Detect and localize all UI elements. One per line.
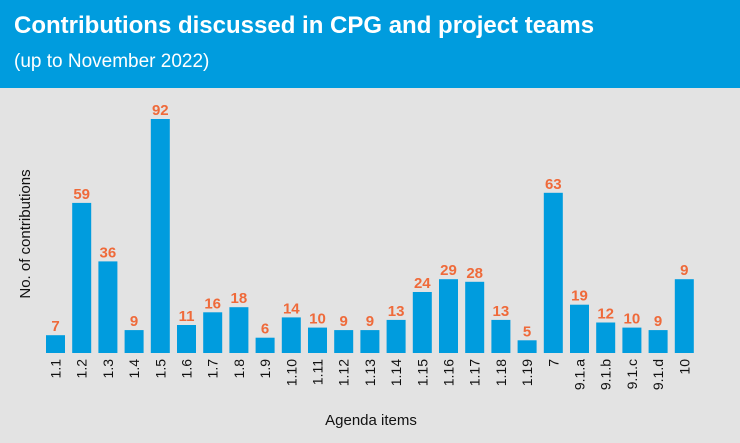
value-label-1.15: 24 [414,275,431,292]
value-labels-group: 7 59 36 9 92 11 16 18 6 14 10 9 9 13 24 29 28 13 5 63 19 12 10… [51,102,688,340]
value-label-9.1.c: 10 [624,311,641,328]
x-tick-1.9: 1.9 [257,359,273,379]
bar-1.18 [491,319,511,353]
bar-1.13 [360,330,380,353]
value-label-9.1.d: 9 [654,313,662,330]
bar-1.9 [255,337,275,353]
x-tick-1.7: 1.7 [205,359,221,379]
bar-1.8 [229,307,249,353]
bar-1.14 [386,319,406,353]
x-tick-1.17: 1.17 [467,359,483,386]
bar-chart: 7 59 36 9 92 11 16 18 6 14 10 9 9 13 24 29 28 13 5 63 19 12 10… [17,102,694,429]
y-axis-label: No. of contributions [17,169,34,298]
bar-1.6 [177,325,196,353]
x-tick-1.10: 1.10 [283,359,299,386]
x-tick-9.1.a: 9.1.a [572,359,588,390]
x-tick-9.1.d: 9.1.d [650,359,666,390]
value-label-1.17: 28 [466,265,483,282]
x-tick-labels-group: 1.1 1.2 1.3 1.4 1.5 1.6 1.7 1.8 1.9 1.10 1.11 1.12 1… [48,359,693,390]
x-tick-1.19: 1.19 [519,359,535,386]
bar-1.10 [281,317,301,353]
value-label-1.3: 36 [100,244,117,261]
chart-title: Contributions discussed in CPG and proje… [14,12,595,39]
value-label-1.8: 18 [231,290,248,307]
x-tick-1.4: 1.4 [126,359,142,379]
x-tick-9.1.c: 9.1.c [624,359,640,389]
x-tick-1.8: 1.8 [231,359,247,379]
value-label-1.6: 11 [179,308,195,325]
x-tick-1.18: 1.18 [493,359,509,386]
bar-1.17 [465,281,485,353]
bar-9.1.a [570,304,589,353]
value-label-1.4: 9 [130,313,138,330]
x-tick-1.13: 1.13 [362,359,378,386]
value-label-1.11: 10 [309,311,326,328]
value-label-1.14: 13 [388,303,405,320]
bar-1.12 [334,330,354,353]
value-label-1.19: 5 [523,323,531,340]
value-label-1.13: 9 [366,313,374,330]
value-label-1.10: 14 [283,300,300,317]
value-label-1.9: 6 [261,321,269,338]
x-tick-1.16: 1.16 [441,359,457,386]
chart-header: Contributions discussed in CPG and proje… [0,0,740,88]
value-label-1.2: 59 [73,186,90,203]
bars-group [46,119,694,353]
x-tick-1.11: 1.11 [310,359,326,385]
value-label-1.7: 16 [204,295,221,312]
value-label-1.1: 7 [51,318,59,335]
x-axis-label: Agenda items [325,412,417,429]
value-label-9.1.a: 19 [571,288,588,305]
bar-7 [543,192,563,353]
bar-9.1.d [648,330,668,353]
x-tick-1.3: 1.3 [100,359,116,379]
value-label-1.18: 13 [493,303,510,320]
value-label-10: 9 [680,262,688,279]
x-tick-1.14: 1.14 [388,359,404,386]
value-label-9.1.b: 12 [597,306,614,323]
bar-1.5 [150,119,170,353]
bar-1.7 [203,312,223,353]
value-label-7: 63 [545,176,562,193]
bar-1.16 [439,279,458,353]
bar-1.2 [72,202,92,353]
x-tick-1.2: 1.2 [74,359,90,379]
x-tick-7: 7 [545,359,561,367]
value-label-1.5: 92 [152,102,169,119]
value-label-1.12: 9 [340,313,348,330]
x-tick-1.6: 1.6 [179,359,195,379]
chart-subtitle: (up to November 2022) [14,51,210,72]
x-tick-1.15: 1.15 [414,359,430,386]
bar-1.1 [46,335,65,353]
bar-1.11 [308,327,327,353]
value-label-1.16: 29 [440,262,457,279]
x-tick-1.1: 1.1 [48,359,64,379]
x-tick-1.5: 1.5 [152,359,168,379]
x-tick-9.1.b: 9.1.b [598,359,614,390]
bar-1.4 [124,330,144,353]
bar-1.19 [517,340,537,353]
bar-1.3 [98,261,118,353]
bar-9.1.c [622,327,642,353]
bar-1.15 [412,292,432,353]
bar-9.1.b [596,322,616,353]
bar-10 [674,279,694,353]
x-tick-1.12: 1.12 [336,359,352,386]
x-tick-10: 10 [676,359,692,375]
